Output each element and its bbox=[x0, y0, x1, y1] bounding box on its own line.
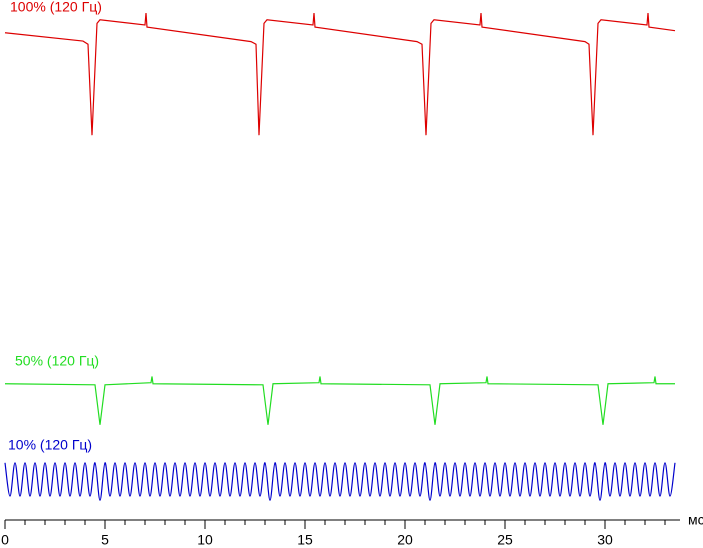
x-tick-label: 30 bbox=[597, 532, 613, 548]
x-axis-unit: мс bbox=[688, 512, 703, 528]
series-label: 10% (120 Гц) bbox=[8, 437, 92, 453]
series-label: 50% (120 Гц) bbox=[15, 353, 99, 369]
x-tick-label: 15 bbox=[297, 532, 313, 548]
series-line bbox=[4, 376, 675, 425]
x-tick-label: 5 bbox=[101, 532, 109, 548]
x-tick-label: 10 bbox=[197, 532, 213, 548]
x-tick-label: 25 bbox=[497, 532, 513, 548]
series-label: 100% (120 Гц) bbox=[10, 0, 102, 15]
series-line bbox=[4, 462, 676, 501]
series-line bbox=[4, 12, 676, 136]
x-tick-label: 0 bbox=[1, 532, 9, 548]
x-tick-label: 20 bbox=[397, 532, 413, 548]
